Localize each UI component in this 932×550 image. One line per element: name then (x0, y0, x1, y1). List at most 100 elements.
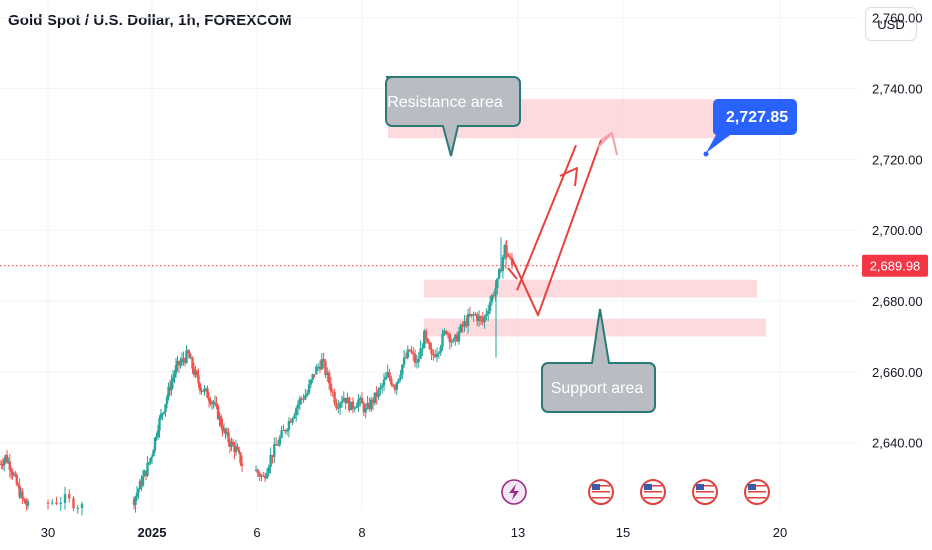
price-axis[interactable]: 2,640.00 2,660.00 2,680.00 2,700.00 2,720.00… (872, 11, 923, 451)
candle-body (309, 379, 313, 385)
candle-body (388, 372, 391, 379)
resistance-label: Resistance area (387, 94, 503, 111)
target-price-callout[interactable]: 2,727.85 (703, 99, 798, 157)
candle-body (324, 361, 327, 375)
candle-body (476, 314, 479, 322)
flag-stripe (696, 488, 714, 490)
candle-body (8, 461, 11, 470)
us-flag-icon[interactable] (744, 479, 770, 505)
candle-body (419, 348, 422, 359)
candle-body (335, 403, 338, 409)
candle-body (410, 350, 413, 353)
candle-body (216, 405, 220, 420)
candle-body (215, 402, 218, 406)
candle-body (295, 408, 298, 416)
candles (0, 237, 514, 516)
candle-body (450, 341, 453, 343)
candle-body (153, 437, 157, 451)
candle-body (393, 386, 397, 390)
candle-body (434, 355, 437, 357)
candle-body (461, 324, 464, 327)
candle-body (164, 404, 167, 413)
candle-body (349, 401, 353, 411)
candle-body (137, 489, 140, 493)
candle-body (375, 392, 378, 397)
time-tick-label: 2025 (138, 525, 167, 540)
candle-body (278, 437, 281, 445)
candle-body (355, 406, 358, 409)
candle-body (203, 388, 206, 392)
candle-body (201, 390, 205, 392)
flag-stripe (696, 485, 714, 487)
lightning-icon[interactable] (501, 479, 527, 505)
last-price-label: 2,689.98 (870, 259, 921, 274)
price-tick-label: 2,680.00 (872, 294, 923, 309)
candle-body (439, 346, 442, 353)
candle-body (26, 501, 30, 506)
support-callout-box[interactable] (541, 308, 656, 413)
candle-body (140, 480, 143, 486)
candle-body (430, 348, 433, 354)
candle-body (302, 398, 305, 400)
candle-body (143, 470, 146, 477)
grid-lines (0, 0, 858, 510)
candle-body (134, 496, 137, 505)
flag-stripe (592, 497, 610, 499)
candle-body (501, 257, 505, 272)
candle-body (273, 444, 276, 458)
target-price-badge[interactable] (706, 99, 797, 153)
time-axis[interactable]: 30 2025 6 8 13 15 20 (41, 525, 787, 540)
flag-stripe (644, 494, 662, 496)
candle-body (149, 457, 152, 463)
candle-body (452, 339, 455, 342)
callouts[interactable]: Resistance area Support area 2,727.85 (385, 76, 798, 413)
candle-body (209, 400, 212, 404)
us-flag-icon[interactable] (588, 479, 614, 505)
support-callout[interactable]: Support area (541, 308, 656, 413)
candle-body (428, 342, 431, 349)
target-anchor-dot[interactable] (703, 151, 709, 157)
candle-body (218, 416, 221, 420)
candle-body (470, 314, 473, 316)
candle-body (3, 459, 6, 466)
projection-arrow-short (516, 144, 577, 291)
candle-body (132, 499, 136, 505)
projection-arrow-long (600, 132, 613, 141)
candle-body (404, 357, 408, 359)
candle-body (267, 466, 270, 474)
flag-stripe (748, 485, 766, 487)
candle-body (72, 498, 75, 509)
candle-body (14, 474, 17, 476)
flag-canton (592, 484, 600, 490)
candle-body (474, 314, 477, 316)
candle-body (237, 449, 241, 453)
candle-body (441, 333, 444, 347)
us-flag-icon[interactable] (640, 479, 666, 505)
flag-stripe (592, 488, 610, 490)
us-flag-icon[interactable] (692, 479, 718, 505)
time-tick-label: 15 (616, 525, 630, 540)
flag-stripe (748, 494, 766, 496)
support-zone (424, 318, 766, 337)
projection-start (507, 267, 518, 280)
event-markers[interactable] (501, 479, 770, 505)
currency-button[interactable]: USD (865, 7, 917, 41)
candle-body (413, 354, 417, 363)
candle-body (239, 452, 242, 464)
flag-stripe (644, 488, 662, 490)
candle-body (159, 413, 163, 418)
candle-body (197, 375, 200, 384)
candle-body (496, 278, 499, 289)
resistance-callout-box[interactable] (385, 76, 521, 157)
candle-body (408, 349, 411, 351)
price-tick-label: 2,760.00 (872, 11, 923, 26)
flag-stripe (644, 485, 662, 487)
resistance-callout[interactable]: Resistance area (385, 76, 521, 157)
candle-body (173, 373, 176, 378)
candle-body (472, 314, 475, 316)
candle-body (21, 491, 24, 499)
candle-body (227, 432, 230, 442)
candle-body (477, 316, 481, 322)
candle-body (280, 430, 283, 438)
